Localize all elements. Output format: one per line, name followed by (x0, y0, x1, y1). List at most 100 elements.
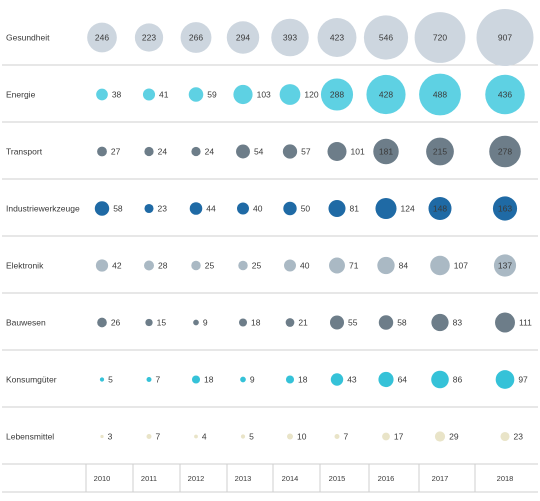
value-label: 9 (250, 375, 255, 385)
bubble-transport-2011 (144, 146, 154, 157)
bubble-gesundheit-2013 (226, 21, 260, 54)
bubble-bauwesen-2011 (145, 318, 153, 327)
bubble-gesundheit-2016 (363, 15, 409, 60)
bubble-bauwesen-2012 (193, 319, 199, 326)
series-row-energie: Energie 38 41 59 103 120 288 428 488 436 (6, 73, 525, 116)
bubble-elektronik-2016 (377, 256, 395, 275)
value-label: 7 (156, 375, 161, 385)
year-label-2011: 2011 (141, 474, 157, 483)
bubble-energie-2013 (233, 84, 253, 105)
bubble-energie-2012 (188, 87, 204, 102)
bubble-konsumgüter-2013 (240, 376, 246, 383)
value-label: 71 (349, 261, 359, 271)
value-label: 103 (257, 90, 271, 100)
value-label: 3 (108, 432, 113, 442)
value-label: 44 (206, 204, 216, 214)
bubble-lebensmittel-2011 (146, 433, 152, 440)
value-label: 83 (453, 318, 463, 328)
bubble-gesundheit-2014 (271, 18, 309, 57)
value-label: 29 (449, 432, 459, 442)
value-label: 5 (249, 432, 254, 442)
value-label: 101 (351, 147, 365, 157)
value-label: 38 (112, 90, 122, 100)
bubble-elektronik-2017 (430, 255, 450, 276)
bubble-bauwesen-2013 (238, 318, 248, 327)
value-label: 54 (254, 147, 264, 157)
bubble-lebensmittel-2013 (240, 434, 246, 439)
value-label: 428 (379, 90, 393, 100)
bubble-gesundheit-2018 (476, 9, 534, 66)
bubble-transport-2017 (426, 137, 454, 166)
bubble-transport-2015 (327, 141, 347, 162)
value-label: 4 (202, 432, 207, 442)
value-label: 26 (111, 318, 121, 328)
value-label: 215 (433, 147, 447, 157)
value-label: 21 (298, 318, 308, 328)
row-label: Elektronik (6, 261, 44, 271)
value-label: 40 (253, 204, 263, 214)
value-label: 294 (236, 33, 250, 43)
year-label-2015: 2015 (329, 474, 346, 483)
bubble-lebensmittel-2017 (434, 431, 446, 442)
year-label-2012: 2012 (188, 474, 205, 483)
value-label: 246 (95, 33, 109, 43)
bubble-energie-2016 (366, 74, 406, 115)
value-label: 58 (113, 204, 123, 214)
series-row-industriewerkzeuge: Industriewerkzeuge 58 23 44 40 50 81 124 148 163 (6, 196, 518, 221)
value-label: 111 (519, 318, 532, 328)
bubble-elektronik-2018 (493, 254, 517, 277)
bubble-konsumgüter-2017 (431, 370, 449, 389)
bubble-konsumgüter-2018 (495, 370, 515, 389)
series-row-transport: Transport 27 24 24 54 57 101 181 215 278 (6, 135, 521, 168)
value-label: 50 (301, 204, 311, 214)
value-label: 58 (397, 318, 407, 328)
bubble-konsumgüter-2016 (378, 371, 394, 388)
value-label: 15 (157, 318, 167, 328)
bubble-industriewerkzeuge-2011 (144, 203, 154, 214)
bubble-konsumgüter-2010 (99, 377, 105, 382)
bubble-elektronik-2013 (238, 260, 248, 271)
value-label: 84 (399, 261, 409, 271)
series-row-konsumgüter: Konsumgüter 5 7 18 9 18 43 64 86 97 (6, 370, 528, 389)
value-label: 181 (379, 147, 393, 157)
bubble-industriewerkzeuge-2016 (375, 197, 397, 220)
row-label: Lebensmittel (6, 432, 54, 442)
year-label-2010: 2010 (94, 474, 111, 483)
bubble-transport-2014 (282, 144, 298, 159)
year-label-2016: 2016 (378, 474, 395, 483)
bubble-bauwesen-2010 (97, 317, 107, 328)
row-label: Gesundheit (6, 33, 50, 43)
bubble-bauwesen-2016 (378, 315, 394, 330)
bubble-industriewerkzeuge-2010 (94, 201, 110, 216)
value-label: 137 (498, 261, 512, 271)
value-label: 86 (453, 375, 463, 385)
bubble-lebensmittel-2018 (500, 431, 510, 442)
value-label: 148 (433, 204, 447, 214)
value-label: 393 (283, 33, 297, 43)
value-label: 18 (298, 375, 308, 385)
value-label: 288 (330, 90, 344, 100)
value-label: 18 (251, 318, 261, 328)
value-label: 81 (350, 204, 360, 214)
bubble-transport-2010 (97, 146, 107, 157)
bubble-industriewerkzeuge-2017 (428, 196, 452, 221)
gridlines (2, 64, 538, 493)
value-label: 55 (348, 318, 358, 328)
value-label: 42 (112, 261, 122, 271)
bubble-industriewerkzeuge-2014 (283, 201, 297, 216)
year-label-2013: 2013 (235, 474, 252, 483)
value-label: 124 (401, 204, 415, 214)
value-label: 24 (158, 147, 168, 157)
bubble-lebensmittel-2015 (334, 433, 340, 440)
bubble-bauwesen-2017 (431, 313, 449, 332)
value-label: 41 (159, 90, 169, 100)
bubble-konsumgüter-2014 (285, 375, 295, 384)
value-label: 17 (394, 432, 404, 442)
value-label: 57 (301, 147, 311, 157)
bubble-elektronik-2014 (284, 259, 296, 272)
bubble-gesundheit-2015 (317, 18, 357, 57)
bubble-transport-2016 (373, 138, 399, 165)
series-row-bauwesen: Bauwesen 26 15 9 18 21 55 58 83 111 (6, 312, 532, 333)
value-label: 64 (398, 375, 408, 385)
bubble-energie-2014 (279, 84, 301, 105)
